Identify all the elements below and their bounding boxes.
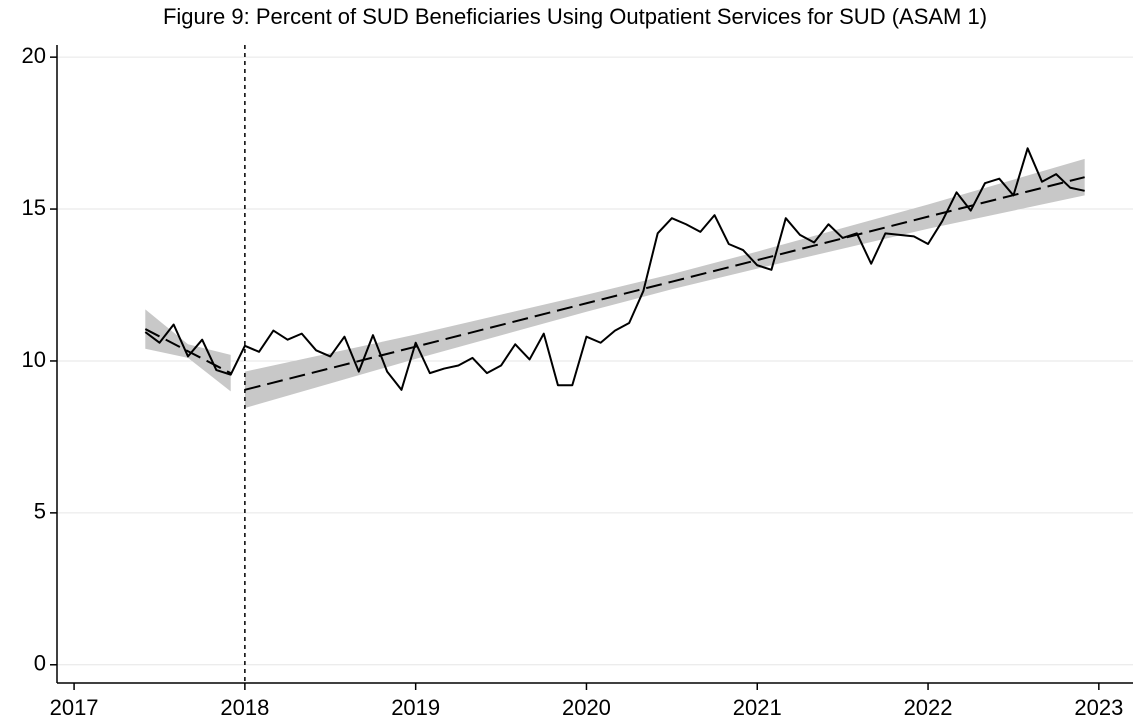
x-tick-label: 2019 bbox=[391, 695, 440, 720]
x-tick-label: 2017 bbox=[50, 695, 99, 720]
trend-line bbox=[144, 328, 232, 375]
y-tick-label: 20 bbox=[22, 43, 46, 68]
y-tick-label: 0 bbox=[34, 651, 46, 676]
confidence-band bbox=[244, 158, 1085, 409]
y-tick-label: 10 bbox=[22, 347, 46, 372]
chart-title: Figure 9: Percent of SUD Beneficiaries U… bbox=[163, 4, 987, 29]
x-tick-label: 2022 bbox=[904, 695, 953, 720]
trend-line bbox=[244, 176, 1085, 391]
y-tick-label: 15 bbox=[22, 195, 46, 220]
x-tick-label: 2020 bbox=[562, 695, 611, 720]
x-tick-label: 2018 bbox=[220, 695, 269, 720]
y-tick-label: 5 bbox=[34, 499, 46, 524]
data-line bbox=[144, 147, 1085, 391]
x-tick-label: 2023 bbox=[1074, 695, 1123, 720]
x-tick-label: 2021 bbox=[733, 695, 782, 720]
